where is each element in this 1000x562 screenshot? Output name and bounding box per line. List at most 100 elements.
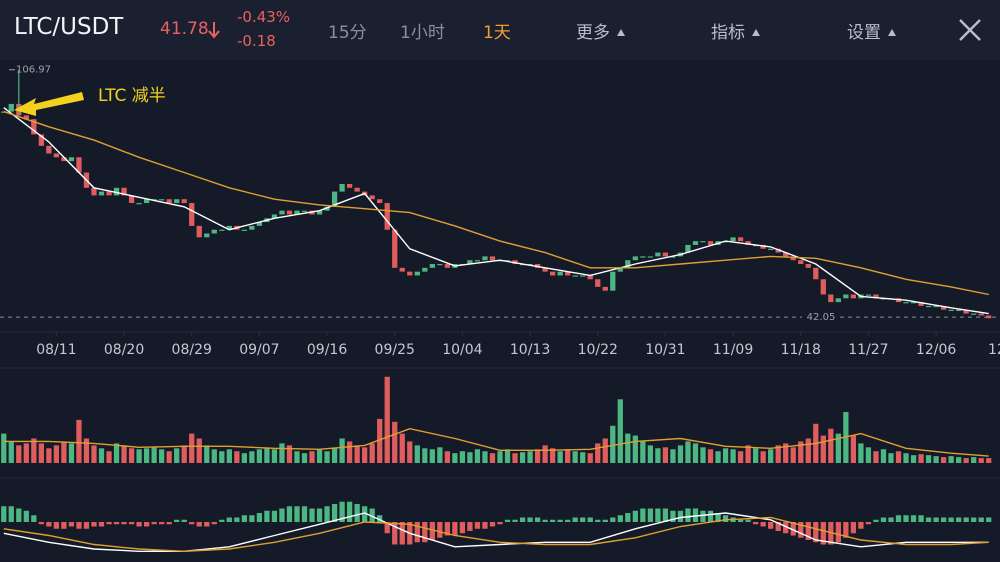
macd-bar [737,519,744,522]
volume-bar [324,451,330,463]
volume-bar [940,457,947,463]
volume-bar [256,449,263,463]
volume-bar [249,451,255,463]
volume-bar [895,451,902,463]
volume-bar [903,453,909,463]
candle-body [745,241,751,245]
macd-bar [331,504,338,522]
menu-button[interactable]: 指标 [711,18,760,43]
macd-bar [595,519,601,522]
macd-bar [83,522,90,529]
volume-bar [354,445,360,463]
macd-bar [707,510,714,522]
candle-body [730,237,736,242]
volume-bar [625,433,631,463]
interval-tab[interactable]: 1小时 [400,23,445,43]
low-label-bg [802,310,840,325]
candle-body [106,191,112,196]
macd-bar [587,517,593,522]
candle-body [399,267,405,272]
macd-bar [121,522,127,525]
volume-bar [339,438,345,463]
candle-body [414,271,420,276]
candle-body [324,206,330,211]
macd-bar [895,515,902,522]
macd-bar [429,522,435,540]
macd-bar [813,522,819,543]
candle-body [835,298,841,303]
candle-body [377,199,383,204]
menu-button[interactable]: 设置 [847,18,896,43]
candle-body [38,134,44,146]
volume-bar [715,451,721,463]
volume-bar [722,448,729,463]
volume-bar [83,438,90,463]
macd-bar [647,508,654,522]
x-tick-label: 08/20 [104,342,144,358]
candle-body [68,157,75,162]
candle-body [843,294,849,299]
macd-bar [948,517,954,522]
macd-bar [482,522,488,529]
chart: 08/11 08/20 08/29 09/07 09/16 09/25 10/04 10/13… [0,60,1000,562]
volume-bar [753,448,759,463]
macd-bar [504,519,511,522]
macd-bar [880,517,887,522]
candle-body [662,252,669,257]
volume-bar [279,443,285,463]
macd-bar [677,510,684,522]
macd-bar [301,506,308,522]
candle-body [392,229,398,268]
annotation-arrow [14,92,84,116]
volume-bar [865,447,872,463]
candle-body [580,275,586,277]
macd-bar [489,522,496,527]
candle-body [925,305,932,308]
candle-body [271,214,278,219]
macd-bar [918,515,924,522]
volume-bar [211,449,217,463]
macd-bar [933,517,939,522]
macd-bar [519,517,526,522]
candle-body [91,187,97,196]
volume-bar [23,443,29,463]
macd-bar [963,517,969,522]
volume-bar [971,457,977,463]
menu-button[interactable]: 更多 [576,18,625,43]
volume-bar [504,449,511,463]
interval-tab[interactable]: 15分 [328,23,367,43]
volume-bar [948,456,954,463]
volume-bar [655,448,661,463]
volume-bar [489,453,496,463]
macd-bar [940,517,947,522]
volume-bar [68,443,75,463]
volume-bar [768,449,774,463]
macd-bar [670,510,676,522]
macd-bar [843,522,849,538]
macd-bar [76,522,82,529]
macd-bar [166,522,172,525]
candle-body [948,309,954,311]
volume-bar [437,447,443,463]
interval-tab[interactable]: 1天 [483,23,511,43]
volume-bar [737,451,744,463]
indicator-line [3,512,989,552]
volume-bar [452,453,458,463]
macd-bar [888,517,894,522]
candle-body [474,260,481,262]
volume-bar [692,443,699,463]
close-button[interactable] [958,18,982,42]
candle-body [956,309,962,311]
candle-body [670,256,676,258]
macd-bar [159,522,165,525]
macd-bar [617,515,623,522]
macd-bar [783,522,789,534]
volume-bar [775,445,781,463]
candle-body [602,286,608,291]
macd-bar [760,522,766,527]
macd-bar [790,522,796,536]
volume-bar [610,425,616,463]
candle-body [437,264,443,266]
change-percent: -0.43% [237,8,291,26]
macd-bar [910,515,917,522]
